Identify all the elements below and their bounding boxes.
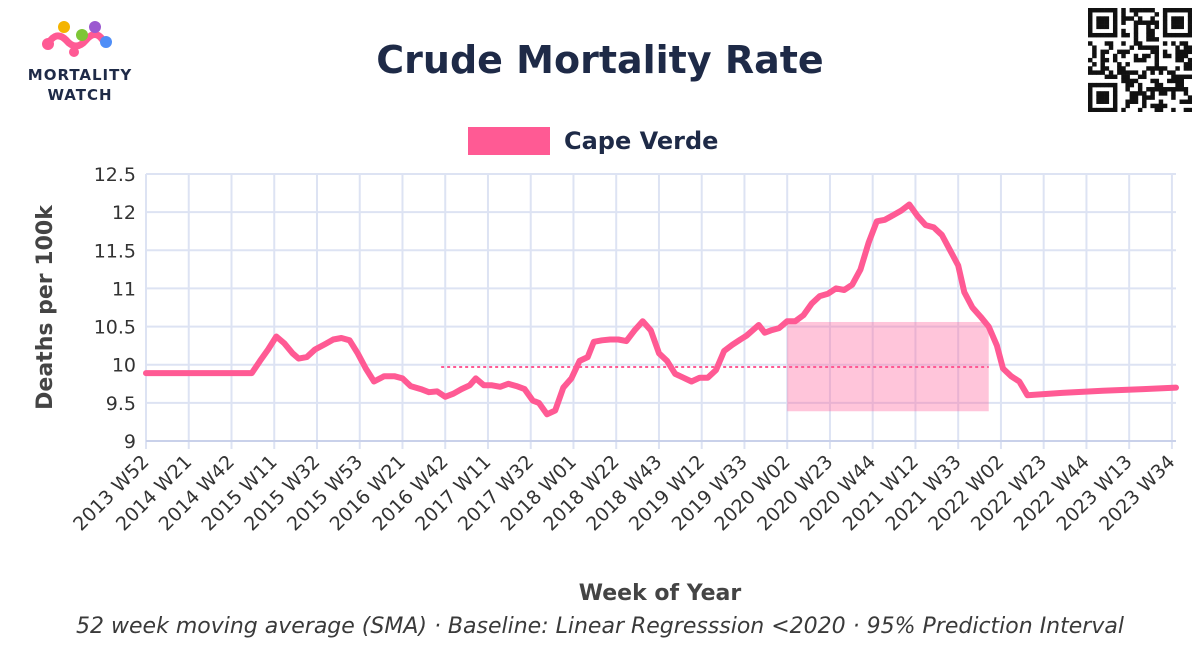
y-tick-label: 12.5 bbox=[94, 164, 136, 186]
logo-mark-icon bbox=[42, 21, 112, 57]
y-tick-label: 9.5 bbox=[106, 393, 136, 415]
chart-title: Crude Mortality Rate bbox=[376, 38, 824, 82]
y-tick-label: 10.5 bbox=[94, 317, 136, 339]
series-line-cape-verde bbox=[143, 201, 1179, 418]
y-tick-label: 11.5 bbox=[94, 240, 136, 262]
logo: MORTALITY WATCH bbox=[18, 18, 142, 108]
logo-text-line1: MORTALITY bbox=[27, 66, 133, 84]
y-axis-title: Deaths per 100k bbox=[33, 204, 58, 410]
y-tick-label: 11 bbox=[112, 278, 136, 300]
y-tick-label: 12 bbox=[112, 202, 136, 224]
x-axis-title: Week of Year bbox=[579, 581, 742, 606]
legend[interactable]: Cape Verde bbox=[468, 124, 718, 158]
legend-label: Cape Verde bbox=[564, 127, 719, 155]
qr-code-icon bbox=[1088, 8, 1192, 112]
y-tick-label: 9 bbox=[124, 431, 136, 453]
y-tick-label: 10 bbox=[112, 355, 136, 377]
legend-swatch bbox=[468, 127, 550, 155]
chart-footer-note: 52 week moving average (SMA) · Baseline:… bbox=[76, 614, 1124, 639]
logo-text-line2: WATCH bbox=[47, 86, 113, 104]
